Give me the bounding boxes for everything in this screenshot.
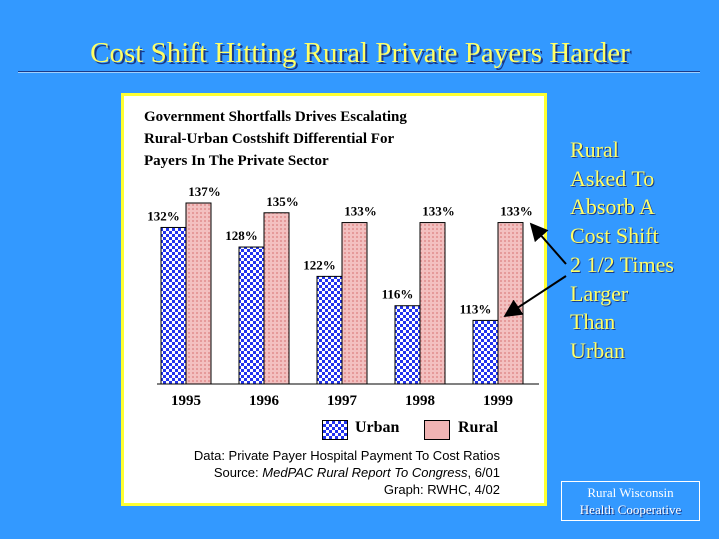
bar-urban-1997 <box>316 275 343 385</box>
bar-urban-1996 <box>238 246 265 385</box>
chart-title: Government Shortfalls Drives Escalating … <box>144 109 407 169</box>
bar-chart: 132% 137% 1995 128% 135% 1996 122% 133% 1997 116%… <box>147 184 539 409</box>
source-title: MedPAC Rural Report To Congress <box>262 465 468 480</box>
data-label-urban-1996: 128% <box>225 228 258 243</box>
x-tick-label-1996: 1996 <box>249 393 280 409</box>
source-note: Source: MedPAC Rural Report To Congress,… <box>214 464 500 481</box>
source-suffix: , 6/01 <box>467 465 500 480</box>
x-tick-label-1995: 1995 <box>171 393 201 409</box>
data-label-urban-1997: 122% <box>303 257 336 272</box>
slide-title: Cost Shift Hitting Rural Private Payers … <box>90 37 630 69</box>
data-label-rural-1997: 133% <box>344 204 377 219</box>
data-label-urban-1999: 113% <box>460 301 492 316</box>
x-tick-label-1999: 1999 <box>483 393 513 409</box>
data-label-urban-1998: 116% <box>382 287 414 302</box>
logo-line-2: Health Cooperative <box>579 502 682 517</box>
data-note: Data: Private Payer Hospital Payment To … <box>193 448 500 463</box>
data-label-rural-1995: 137% <box>188 184 221 199</box>
x-tick-label-1997: 1997 <box>327 393 358 409</box>
data-label-urban-1995: 132% <box>147 208 180 223</box>
legend-urban-swatch <box>322 420 348 440</box>
chart-panel: Government Shortfalls Drives Escalating … <box>121 93 547 506</box>
bar-urban-1998 <box>394 305 421 385</box>
bar-rural-1996 <box>263 212 290 385</box>
bar-rural-1997 <box>341 222 368 385</box>
data-label-rural-1998: 133% <box>422 204 455 219</box>
legend-rural-swatch <box>424 420 450 440</box>
bar-rural-1999 <box>497 222 524 385</box>
rwhc-logo: Rural Wisconsin Health Cooperative <box>561 481 700 521</box>
bar-urban-1995 <box>160 226 187 385</box>
data-label-rural-1999: 133% <box>500 204 533 219</box>
title-divider <box>18 71 700 73</box>
data-label-rural-1996: 135% <box>266 194 299 209</box>
graph-note: Graph: RWHC, 4/02 <box>383 482 500 497</box>
x-tick-label-1998: 1998 <box>405 393 435 409</box>
bar-urban-1999 <box>472 319 499 385</box>
legend-rural-label: Rural <box>458 419 498 436</box>
callout-text: Rural Asked To Absorb A Cost Shift 2 1/2… <box>570 137 674 363</box>
bar-rural-1995 <box>185 202 212 385</box>
source-prefix: Source: <box>213 465 263 480</box>
logo-line-1: Rural Wisconsin <box>587 485 674 500</box>
legend-urban-label: Urban <box>355 419 400 436</box>
bar-rural-1998 <box>419 222 446 385</box>
